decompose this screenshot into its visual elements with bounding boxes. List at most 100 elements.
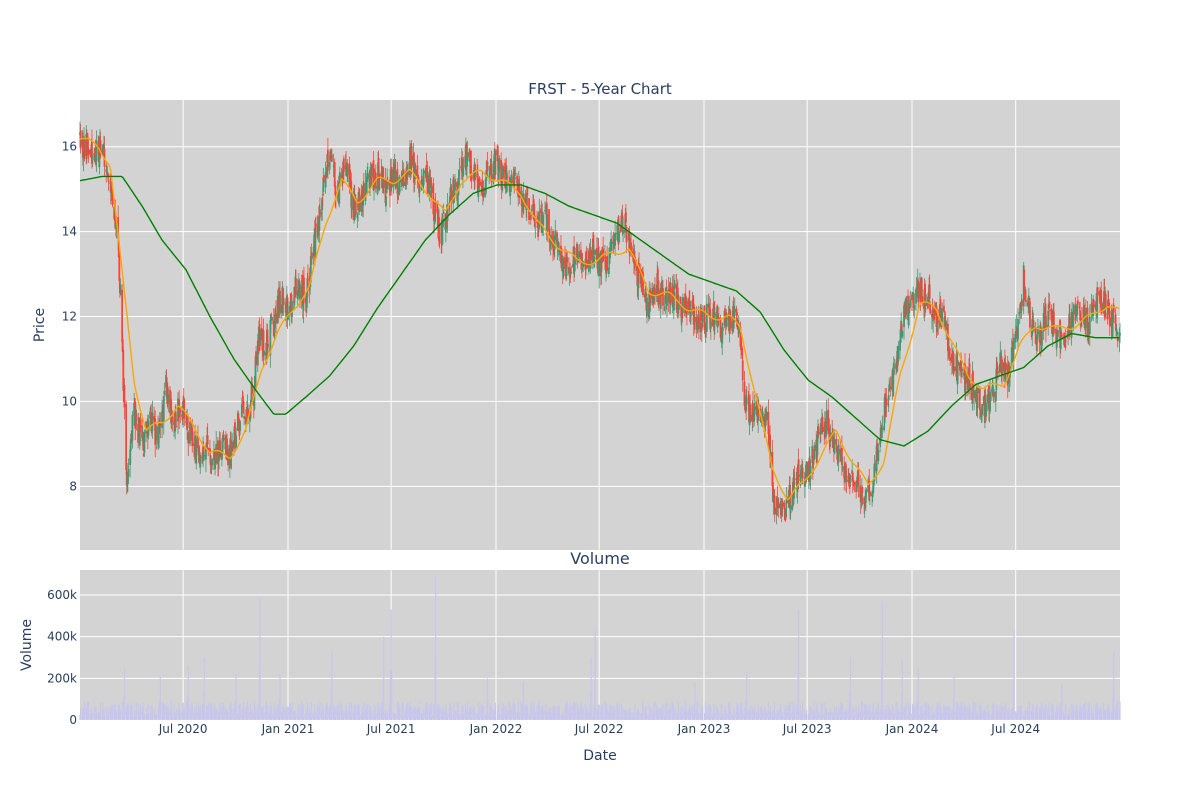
volume-bar [343,711,345,720]
candle-body [1079,310,1082,321]
candle-body [772,482,774,502]
volume-bar [103,709,105,720]
candle-body [573,246,575,272]
volume-bar [626,713,628,720]
candle-body [1051,320,1054,335]
volume-bar [694,682,696,720]
candle-body [621,215,624,232]
candle-body [362,183,365,198]
volume-bar [929,714,931,720]
candle-body [230,452,233,458]
candle-body [888,384,891,392]
price-panel[interactable]: 8 10 12 14 16 [62,100,1121,550]
candle-body [805,461,808,480]
candle-body [191,427,194,447]
volume-bar [586,709,588,720]
candle-body [719,318,722,338]
volume-bar [649,707,651,720]
candle-body [873,463,876,482]
volume-bar [354,703,356,720]
date-x-tick-label: Jul 2022 [574,722,624,736]
candle-body [897,345,900,362]
candle-body [924,308,927,309]
candle-body [91,162,94,164]
candle-body [949,357,952,361]
volume-bar [243,707,245,720]
candle-body [430,185,433,194]
candle-body [725,317,728,327]
candle-body [745,400,748,410]
candle-body [468,152,471,157]
candle-body [231,441,234,452]
candle-body [462,167,465,169]
candle-body [314,228,317,256]
volume-bar [155,715,157,720]
volume-bar [135,702,138,720]
candle-body [703,305,706,331]
volume-bar [727,702,730,720]
candle-body [717,314,720,319]
candle-body [438,217,440,242]
volume-bar [710,707,712,720]
volume-bar [265,701,267,720]
candle-body [158,425,161,434]
volume-bar [758,712,760,720]
volume-bar [1093,713,1095,720]
volume-bar [1045,703,1047,720]
candle-body [103,146,105,151]
candle-body [434,201,437,211]
volume-bar [598,704,600,720]
volume-bar [319,702,321,720]
candle-body [844,470,847,480]
volume-bar [514,712,516,720]
candle-body [1100,303,1103,314]
volume-bar [949,714,951,720]
candle-body [1023,269,1026,295]
candle-body [510,174,513,186]
candle-body [494,150,497,175]
volume-bar [1037,711,1039,720]
candle-body [345,163,348,170]
candle-body [884,397,887,413]
candle-body [893,366,896,368]
candle-body [996,363,998,365]
volume-bar [757,704,759,720]
candle-body [684,295,687,312]
candle-body [199,454,202,468]
candle-body [99,139,102,155]
candle-body [607,267,610,275]
candle-body [122,349,125,392]
candle-body [406,171,409,178]
volume-bar [650,708,652,720]
candle-body [853,482,856,485]
volume-bar [1035,706,1037,720]
candle-body [1024,291,1027,301]
candle-body [888,382,891,384]
candle-body [1076,300,1079,305]
candle-body [203,454,206,457]
candle-body [1116,336,1119,342]
volume-bar [582,708,584,720]
candle-body [1010,347,1013,363]
volume-bar [285,706,287,720]
candle-body [251,383,253,394]
volume-bar [143,713,145,720]
price-y-tick-label: 10 [62,394,77,408]
volume-bar [361,706,363,720]
candle-body [813,444,816,459]
volume-bar [682,706,684,720]
volume-bar [1097,708,1099,720]
candle-body [330,152,333,157]
volume-bar [881,601,883,720]
candle-body [398,177,401,193]
candle-body [135,413,138,421]
volume-bar [79,707,82,720]
candle-body [1116,331,1119,336]
candle-body [793,474,795,499]
candle-body [321,194,324,196]
candle-body [991,387,994,395]
candle-body [522,193,525,214]
candle-body [441,221,444,245]
volume-bar [1076,706,1078,720]
volume-panel[interactable]: 0 200k 400k 600k Jul 2020 Jan 2021 Jul 2021 Ja… [47,570,1121,736]
